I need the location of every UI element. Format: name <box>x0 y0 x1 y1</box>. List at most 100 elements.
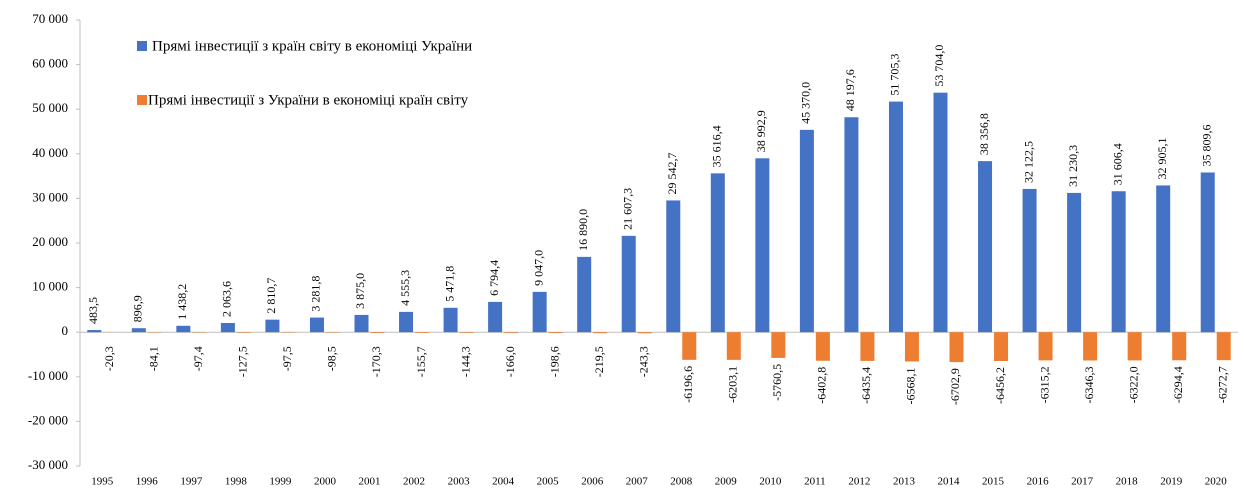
bar <box>637 332 652 334</box>
y-tick-label: -20 000 <box>28 412 68 427</box>
data-label: -6203,1 <box>726 366 740 403</box>
data-label: -6294,4 <box>1171 366 1185 403</box>
bar <box>844 117 859 333</box>
data-label: -6402,8 <box>815 367 829 404</box>
x-tick-label: 2007 <box>626 476 649 488</box>
data-label: -6196,6 <box>681 366 695 403</box>
data-label: -6435,4 <box>859 367 873 404</box>
data-label: 896,9 <box>131 295 145 322</box>
bar <box>504 332 519 333</box>
data-label: 48 197,6 <box>843 69 857 111</box>
x-tick-label: 1999 <box>269 476 292 488</box>
bar <box>309 317 324 333</box>
data-label: 16 890,0 <box>576 209 590 251</box>
bar <box>131 328 146 333</box>
bar <box>799 129 814 333</box>
data-label: -97,4 <box>191 346 205 371</box>
data-label: 2 063,6 <box>220 281 234 317</box>
legend-swatch <box>137 95 147 105</box>
bar <box>888 101 903 333</box>
data-label: -127,5 <box>236 346 250 377</box>
data-label: 38 992,9 <box>754 110 768 152</box>
bar <box>593 332 608 334</box>
y-tick-label: 70 000 <box>32 11 68 26</box>
bar <box>1083 332 1098 361</box>
data-label: 32 905,1 <box>1155 137 1169 179</box>
x-tick-label: 1995 <box>91 476 114 488</box>
data-label: 38 356,8 <box>977 113 991 155</box>
data-label: 2 810,7 <box>264 278 278 314</box>
bar <box>1111 191 1126 333</box>
y-tick-label: 60 000 <box>32 56 68 71</box>
x-tick-label: 2004 <box>492 476 515 488</box>
data-label: 51 705,3 <box>888 54 902 96</box>
legend-label: Прямі інвестиції з країн світу в економі… <box>152 38 472 54</box>
x-tick-label: 1996 <box>136 476 159 488</box>
bar <box>176 325 191 333</box>
bar <box>370 332 385 333</box>
data-label: 29 542,7 <box>665 152 679 194</box>
y-tick-label: 50 000 <box>32 100 68 115</box>
bar <box>488 301 503 333</box>
x-tick-label: 2018 <box>1116 476 1139 488</box>
data-label: -20,3 <box>102 346 116 371</box>
x-tick-label: 2011 <box>804 476 826 488</box>
bar <box>1156 185 1171 333</box>
data-label: -6322,0 <box>1126 366 1140 403</box>
data-label: 6 794,4 <box>487 260 501 296</box>
x-tick-label: 2013 <box>893 476 916 488</box>
x-tick-label: 2005 <box>537 476 560 488</box>
data-label: -6568,1 <box>904 367 918 404</box>
bar <box>548 332 563 334</box>
bar <box>994 332 1009 361</box>
data-label: 9 047,0 <box>531 250 545 286</box>
bar <box>1067 192 1082 333</box>
data-label: 3 281,8 <box>309 276 323 312</box>
data-label: -98,5 <box>325 346 339 371</box>
bar <box>771 332 786 358</box>
x-tick-label: 2015 <box>982 476 1005 488</box>
data-label: 53 704,0 <box>932 45 946 87</box>
bar <box>399 311 414 333</box>
x-tick-label: 2001 <box>359 476 381 488</box>
data-label: -5760,5 <box>770 364 784 401</box>
data-label: 21 607,3 <box>620 188 634 230</box>
x-tick-label: 2006 <box>581 476 604 488</box>
x-tick-label: 2003 <box>448 476 471 488</box>
data-label: -6456,2 <box>993 367 1007 404</box>
bar <box>354 314 369 333</box>
data-label: -84,1 <box>147 346 161 371</box>
bar <box>459 332 474 333</box>
bar <box>815 332 830 361</box>
y-tick-label: 30 000 <box>32 189 68 204</box>
data-label: 45 370,0 <box>799 82 813 124</box>
bar <box>904 332 919 362</box>
bar <box>415 332 430 333</box>
y-tick-label: 40 000 <box>32 145 68 160</box>
data-label: -170,3 <box>369 346 383 377</box>
x-tick-label: 2020 <box>1205 476 1228 488</box>
x-tick-label: 2009 <box>715 476 738 488</box>
x-tick-label: 2017 <box>1071 476 1094 488</box>
data-label: 31 230,3 <box>1066 145 1080 187</box>
bar <box>1216 332 1231 361</box>
data-label: -6272,7 <box>1215 366 1229 403</box>
y-tick-label: -30 000 <box>28 457 68 472</box>
data-label: 4 555,3 <box>398 270 412 306</box>
bar <box>220 322 235 333</box>
data-label: -6702,9 <box>948 368 962 405</box>
data-label: -97,5 <box>280 346 294 371</box>
x-tick-label: 2019 <box>1160 476 1183 488</box>
data-label: 31 606,4 <box>1110 143 1124 185</box>
bar <box>710 173 725 333</box>
bar <box>1127 332 1142 361</box>
bar <box>755 158 770 333</box>
bar <box>949 332 964 363</box>
data-label: 483,5 <box>86 297 100 324</box>
bar <box>265 319 280 333</box>
data-label: 32 122,5 <box>1021 141 1035 183</box>
y-tick-label: 0 <box>62 323 69 338</box>
bar <box>87 330 102 333</box>
x-tick-label: 2002 <box>403 476 425 488</box>
